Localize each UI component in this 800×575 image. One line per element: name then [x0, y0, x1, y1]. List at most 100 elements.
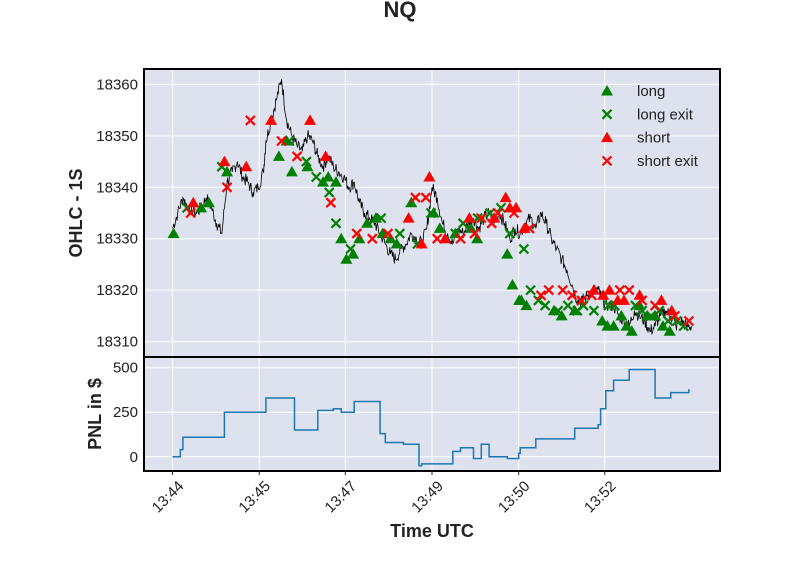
long-exit-marker — [525, 284, 536, 296]
legend-short-marker — [601, 131, 613, 143]
short-exit-marker — [276, 135, 287, 147]
long-exit-marker — [539, 300, 551, 311]
x-axis-label: Time UTC — [390, 521, 474, 541]
long-exit-marker — [588, 305, 600, 316]
short-entry-marker — [304, 114, 317, 125]
short-exit-marker — [291, 151, 303, 162]
x-tick-label: 13:52 — [581, 478, 620, 517]
pnl-y-ticks: 0 250 500 — [113, 360, 138, 466]
short-exit-marker — [382, 228, 394, 239]
long-exit-marker — [636, 305, 648, 316]
legend-long-label: long — [637, 83, 665, 100]
price-y-tick-label: 18330 — [96, 231, 138, 248]
long-entry-marker — [520, 299, 533, 311]
short-entry-marker — [218, 155, 231, 167]
long-exit-marker — [495, 202, 507, 214]
short-exit-marker — [245, 115, 256, 126]
long-entry-marker — [322, 171, 335, 182]
long-entry-marker — [340, 253, 353, 264]
short-exit-marker — [576, 295, 587, 306]
price-y-tick-label: 18340 — [96, 179, 138, 196]
short-entry-marker — [438, 232, 451, 244]
legend-short-label: short — [637, 130, 671, 147]
long-entry-marker — [464, 222, 477, 233]
long-entry-marker — [433, 222, 446, 233]
long-entry-marker — [384, 232, 397, 244]
long-entry-marker — [167, 227, 180, 239]
long-exit-marker — [323, 187, 335, 198]
long-exit-marker — [645, 310, 657, 322]
short-exit-marker — [185, 207, 196, 219]
short-entry-marker — [633, 289, 646, 300]
legend-long-exit-marker — [601, 109, 613, 120]
short-exit-marker — [614, 284, 626, 296]
long-entry-marker — [663, 325, 676, 336]
legend-short-exit-label: short exit — [637, 153, 699, 170]
long-exit-marker — [375, 212, 387, 224]
pnl-series-line — [172, 368, 690, 467]
pnl-y-tick-label: 250 — [113, 404, 138, 421]
long-entry-marker — [596, 315, 609, 326]
short-entry-marker — [618, 294, 630, 305]
x-tick-label: 13:47 — [322, 478, 361, 517]
long-exit-marker — [301, 156, 312, 167]
long-entry-marker — [221, 165, 234, 177]
long-exit-marker — [533, 295, 544, 306]
price-y-tick-label: 18350 — [96, 128, 138, 145]
short-exit-marker — [557, 284, 569, 296]
short-exit-marker — [476, 212, 487, 224]
price-panel: 18310 18320 18330 18340 18350 18360 OHLC - 1S… — [66, 68, 721, 358]
short-exit-marker — [492, 207, 504, 219]
short-entry-marker — [603, 284, 616, 295]
short-exit-marker — [636, 295, 648, 306]
long-entry-marker — [285, 165, 298, 177]
short-exit-marker — [508, 207, 520, 219]
long-entry-marker — [620, 320, 633, 331]
short-entry-marker — [597, 289, 610, 300]
short-exit-marker — [351, 228, 363, 239]
long-entry-marker — [471, 232, 484, 244]
price-y-axis-label: OHLC - 1S — [66, 168, 86, 257]
short-exit-marker — [221, 182, 233, 193]
short-entry-marker — [665, 304, 678, 316]
short-entry-marker — [187, 196, 200, 208]
price-y-ticks: 18310 18320 18330 18340 18350 18360 — [96, 76, 138, 350]
short-exit-marker — [367, 233, 378, 244]
price-y-tick-label: 18360 — [96, 76, 138, 93]
short-exit-marker — [623, 284, 635, 296]
short-exit-marker — [410, 192, 421, 203]
short-entry-marker — [319, 150, 332, 161]
short-entry-marker — [402, 212, 415, 223]
long-entry-marker — [272, 150, 285, 161]
x-tick-label: 13:49 — [408, 478, 447, 517]
long-entry-marker — [656, 320, 669, 331]
price-y-tick-label: 18310 — [96, 334, 138, 351]
x-ticks: 13:44 13:45 13:47 13:49 13:50 13:52 — [149, 471, 620, 516]
short-entry-marker — [415, 237, 428, 249]
short-exit-marker — [535, 290, 547, 301]
long-entry-marker — [301, 160, 314, 172]
long-exit-marker — [394, 228, 406, 239]
legend-long-marker — [601, 85, 613, 96]
short-entry-marker — [423, 171, 436, 182]
legend-short-exit-marker — [601, 155, 613, 167]
long-exit-marker — [562, 300, 574, 311]
long-entry-marker — [501, 248, 514, 259]
long-entry-marker — [335, 232, 348, 244]
pnl-y-axis-label: PNL in $ — [85, 378, 105, 450]
x-tick-label: 13:50 — [495, 478, 534, 517]
short-exit-marker — [566, 290, 578, 301]
short-exit-marker — [524, 223, 535, 234]
short-exit-marker — [325, 197, 337, 208]
legend: long long exit short short exit — [601, 83, 699, 170]
legend-long-exit-label: long exit — [637, 106, 694, 123]
long-exit-marker — [552, 305, 564, 316]
long-entry-marker — [353, 232, 366, 244]
short-exit-marker — [455, 233, 466, 244]
long-exit-marker — [662, 315, 674, 327]
long-entry-marker — [607, 320, 620, 331]
long-entry-marker — [390, 237, 403, 249]
short-entry-marker — [240, 160, 253, 172]
long-exit-marker — [472, 212, 483, 224]
